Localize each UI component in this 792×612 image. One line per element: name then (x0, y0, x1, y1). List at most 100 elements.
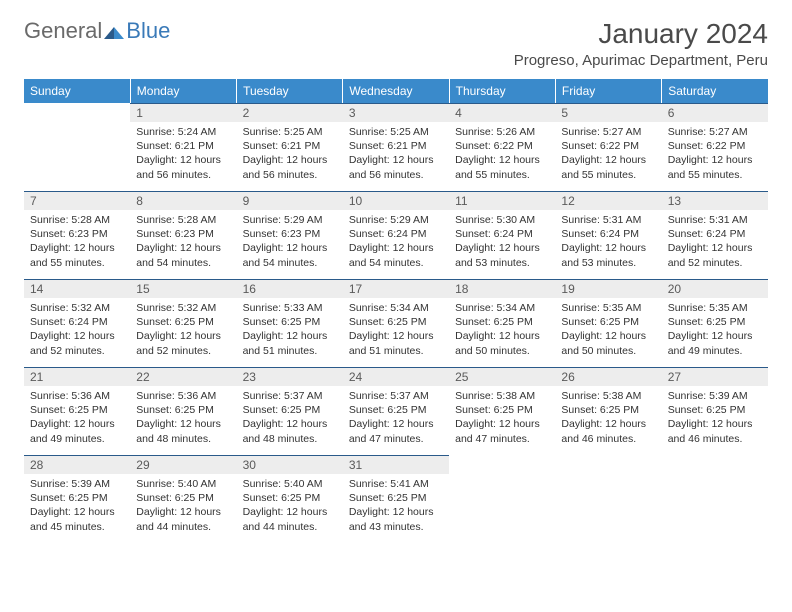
day-detail: Sunrise: 5:31 AMSunset: 6:24 PMDaylight:… (555, 210, 661, 276)
daylight-line: Daylight: 12 hours and 53 minutes. (455, 241, 549, 269)
calendar-day-cell: .. (662, 455, 768, 543)
sunrise-line: Sunrise: 5:33 AM (243, 301, 337, 315)
sunrise-line: Sunrise: 5:27 AM (561, 125, 655, 139)
sunrise-line: Sunrise: 5:37 AM (243, 389, 337, 403)
calendar-day-cell: 2Sunrise: 5:25 AMSunset: 6:21 PMDaylight… (237, 103, 343, 191)
day-detail: Sunrise: 5:36 AMSunset: 6:25 PMDaylight:… (24, 386, 130, 452)
daylight-line: Daylight: 12 hours and 53 minutes. (561, 241, 655, 269)
day-detail: Sunrise: 5:37 AMSunset: 6:25 PMDaylight:… (343, 386, 449, 452)
day-number: 16 (237, 279, 343, 298)
weekday-header: Thursday (449, 79, 555, 103)
daylight-line: Daylight: 12 hours and 46 minutes. (668, 417, 762, 445)
calendar-day-cell: 29Sunrise: 5:40 AMSunset: 6:25 PMDayligh… (130, 455, 236, 543)
day-number: 8 (130, 191, 236, 210)
daylight-line: Daylight: 12 hours and 56 minutes. (349, 153, 443, 181)
weekday-header: Friday (555, 79, 661, 103)
sunrise-line: Sunrise: 5:25 AM (349, 125, 443, 139)
calendar-day-cell: 11 Sunrise: 5:30 AMSunset: 6:24 PMDayligh… (449, 191, 555, 279)
day-number: 2 (237, 103, 343, 122)
day-number: 12 (555, 191, 661, 210)
sunrise-line: Sunrise: 5:28 AM (30, 213, 124, 227)
daylight-line: Daylight: 12 hours and 56 minutes. (136, 153, 230, 181)
calendar-day-cell: 25Sunrise: 5:38 AMSunset: 6:25 PMDayligh… (449, 367, 555, 455)
day-number: 14 (24, 279, 130, 298)
calendar-day-cell: 7 Sunrise: 5:28 AMSunset: 6:23 PMDaylight… (24, 191, 130, 279)
calendar-day-cell: 10Sunrise: 5:29 AMSunset: 6:24 PMDayligh… (343, 191, 449, 279)
day-number: 7 (24, 191, 130, 210)
page-header: General Blue January 2024 Progreso, Apur… (24, 18, 768, 69)
title-block: January 2024 Progreso, Apurimac Departme… (514, 18, 768, 69)
daylight-line: Daylight: 12 hours and 49 minutes. (668, 329, 762, 357)
sunrise-line: Sunrise: 5:34 AM (349, 301, 443, 315)
sunset-line: Sunset: 6:24 PM (561, 227, 655, 241)
sunrise-line: Sunrise: 5:26 AM (455, 125, 549, 139)
daylight-line: Daylight: 12 hours and 55 minutes. (455, 153, 549, 181)
day-number: 5 (555, 103, 661, 122)
calendar-day-cell: 12Sunrise: 5:31 AMSunset: 6:24 PMDayligh… (555, 191, 661, 279)
sunrise-line: Sunrise: 5:27 AM (668, 125, 762, 139)
calendar-day-cell: 23Sunrise: 5:37 AMSunset: 6:25 PMDayligh… (237, 367, 343, 455)
sunset-line: Sunset: 6:23 PM (30, 227, 124, 241)
calendar-day-cell: 26Sunrise: 5:38 AMSunset: 6:25 PMDayligh… (555, 367, 661, 455)
day-number: 1 (130, 103, 236, 122)
day-number: 31 (343, 455, 449, 474)
daylight-line: Daylight: 12 hours and 43 minutes. (349, 505, 443, 533)
day-number: 24 (343, 367, 449, 386)
daylight-line: Daylight: 12 hours and 50 minutes. (561, 329, 655, 357)
sunrise-line: Sunrise: 5:34 AM (455, 301, 549, 315)
logo-text-general: General (24, 18, 102, 44)
daylight-line: Daylight: 12 hours and 55 minutes. (30, 241, 124, 269)
day-detail: Sunrise: 5:25 AMSunset: 6:21 PMDaylight:… (237, 122, 343, 188)
day-detail: Sunrise: 5:24 AMSunset: 6:21 PMDaylight:… (130, 122, 236, 188)
day-detail: Sunrise: 5:27 AMSunset: 6:22 PMDaylight:… (555, 122, 661, 188)
sunset-line: Sunset: 6:24 PM (349, 227, 443, 241)
sunset-line: Sunset: 6:21 PM (136, 139, 230, 153)
location-text: Progreso, Apurimac Department, Peru (514, 52, 768, 69)
day-number: 13 (662, 191, 768, 210)
day-number: 18 (449, 279, 555, 298)
sunset-line: Sunset: 6:25 PM (136, 403, 230, 417)
sunrise-line: Sunrise: 5:30 AM (455, 213, 549, 227)
sunset-line: Sunset: 6:25 PM (455, 403, 549, 417)
sunset-line: Sunset: 6:25 PM (349, 315, 443, 329)
sunrise-line: Sunrise: 5:32 AM (136, 301, 230, 315)
day-detail: Sunrise: 5:34 AMSunset: 6:25 PMDaylight:… (449, 298, 555, 364)
sunset-line: Sunset: 6:25 PM (668, 315, 762, 329)
day-detail: Sunrise: 5:33 AMSunset: 6:25 PMDaylight:… (237, 298, 343, 364)
logo: General Blue (24, 18, 170, 44)
daylight-line: Daylight: 12 hours and 55 minutes. (561, 153, 655, 181)
sunset-line: Sunset: 6:23 PM (136, 227, 230, 241)
daylight-line: Daylight: 12 hours and 52 minutes. (136, 329, 230, 357)
day-number: 4 (449, 103, 555, 122)
sunset-line: Sunset: 6:23 PM (243, 227, 337, 241)
calendar-day-cell: 9Sunrise: 5:29 AMSunset: 6:23 PMDaylight… (237, 191, 343, 279)
day-detail: Sunrise: 5:25 AMSunset: 6:21 PMDaylight:… (343, 122, 449, 188)
sunrise-line: Sunrise: 5:39 AM (668, 389, 762, 403)
day-detail: Sunrise: 5:40 AMSunset: 6:25 PMDaylight:… (237, 474, 343, 540)
calendar-week-row: 7Sunrise: 5:28 AMSunset: 6:23 PMDaylight… (24, 191, 768, 279)
sunrise-line: Sunrise: 5:29 AM (243, 213, 337, 227)
sunrise-line: Sunrise: 5:36 AM (136, 389, 230, 403)
calendar-day-cell: 5Sunrise: 5:27 AMSunset: 6:22 PMDaylight… (555, 103, 661, 191)
sunset-line: Sunset: 6:22 PM (455, 139, 549, 153)
sunset-line: Sunset: 6:25 PM (136, 315, 230, 329)
day-detail: Sunrise: 5:27 AMSunset: 6:22 PMDaylight:… (662, 122, 768, 188)
daylight-line: Daylight: 12 hours and 46 minutes. (561, 417, 655, 445)
sunset-line: Sunset: 6:25 PM (243, 403, 337, 417)
day-detail: Sunrise: 5:41 AMSunset: 6:25 PMDaylight:… (343, 474, 449, 540)
sunset-line: Sunset: 6:25 PM (243, 315, 337, 329)
sunset-line: Sunset: 6:24 PM (455, 227, 549, 241)
sunrise-line: Sunrise: 5:29 AM (349, 213, 443, 227)
day-number: 27 (662, 367, 768, 386)
day-detail: Sunrise: 5:29 AMSunset: 6:23 PMDaylight:… (237, 210, 343, 276)
sunset-line: Sunset: 6:25 PM (561, 403, 655, 417)
logo-text-blue: Blue (126, 18, 170, 44)
sunset-line: Sunset: 6:25 PM (349, 403, 443, 417)
day-number: 17 (343, 279, 449, 298)
daylight-line: Daylight: 12 hours and 55 minutes. (668, 153, 762, 181)
day-number: 11 (449, 191, 555, 210)
day-number: 23 (237, 367, 343, 386)
calendar-day-cell: 8Sunrise: 5:28 AMSunset: 6:23 PMDaylight… (130, 191, 236, 279)
day-number: 20 (662, 279, 768, 298)
day-number: 10 (343, 191, 449, 210)
